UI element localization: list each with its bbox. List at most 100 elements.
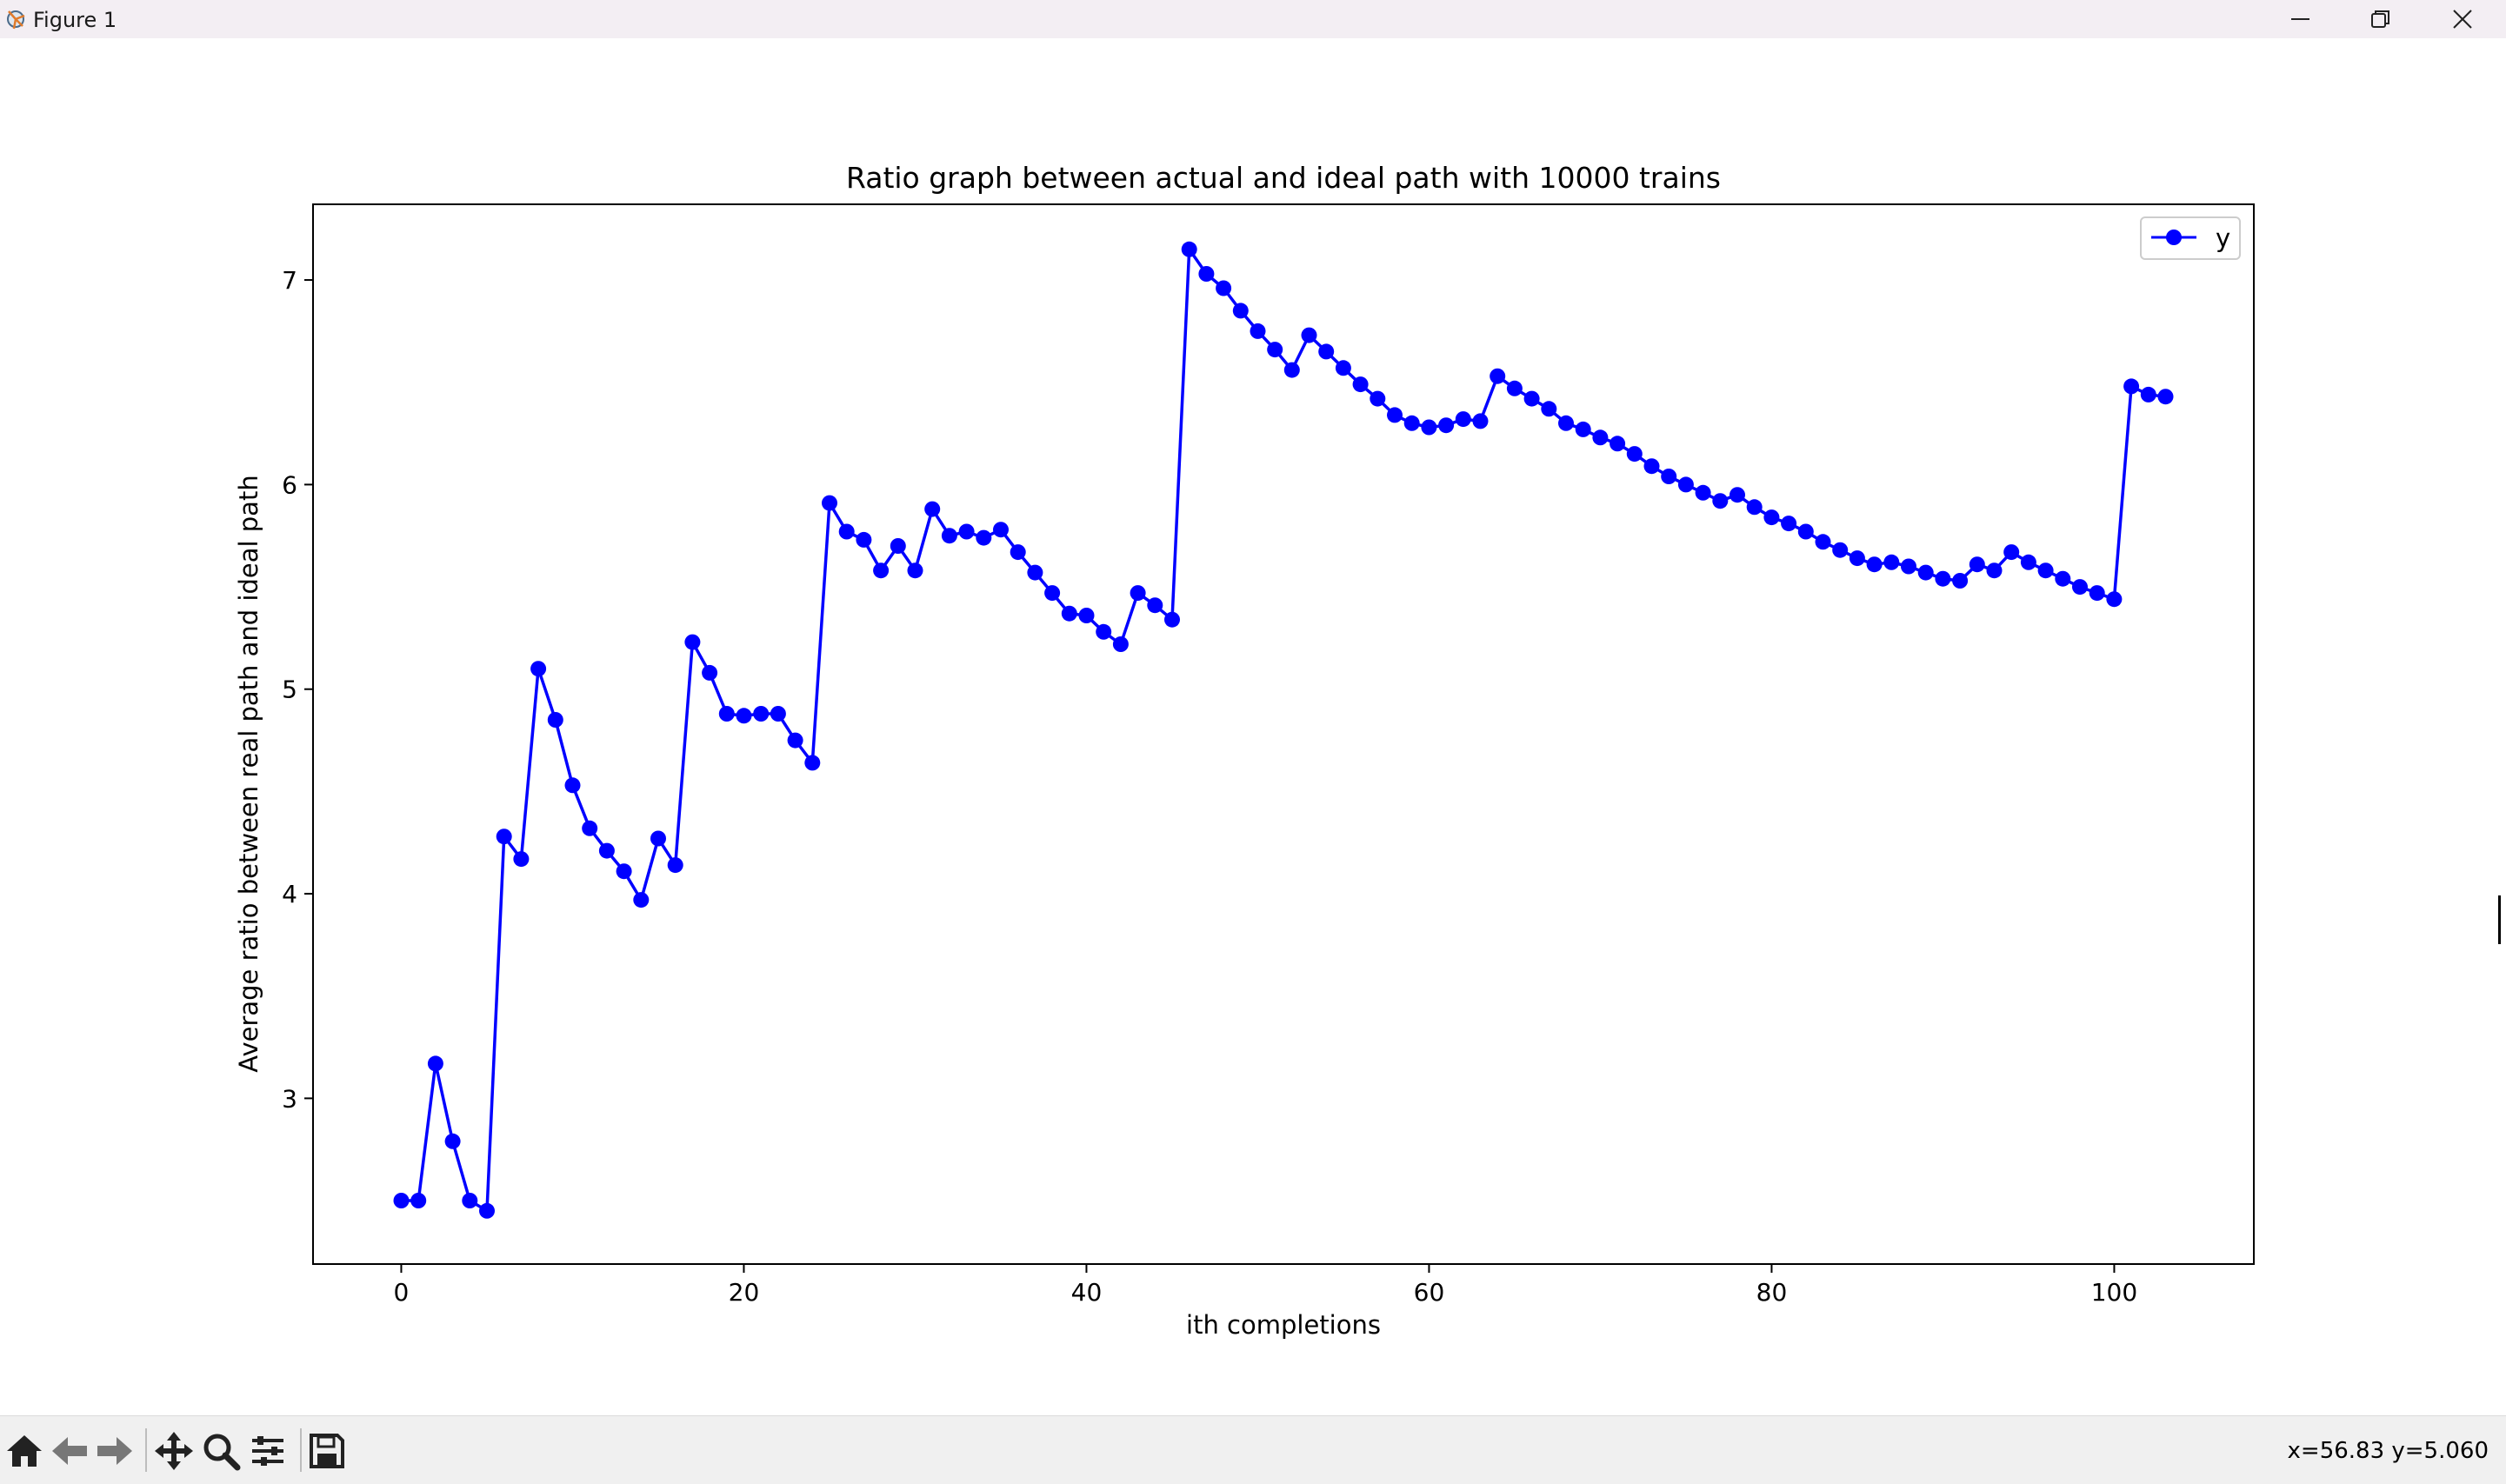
y-tick-label: 4 (282, 880, 297, 908)
legend: y (2140, 216, 2241, 260)
series-line (401, 248, 2166, 1213)
y-axis-label: Average ratio between real path and idea… (234, 475, 263, 1072)
pan-button[interactable] (153, 1430, 195, 1472)
data-point (1643, 458, 1660, 475)
home-icon (7, 1435, 42, 1467)
series-layer (393, 241, 2174, 1219)
data-point (1078, 608, 1095, 623)
data-point (1917, 564, 1934, 581)
forward-button[interactable] (94, 1430, 136, 1472)
axes-frame (312, 203, 2255, 1265)
data-point (479, 1202, 495, 1219)
window-titlebar: Figure 1 (0, 0, 2506, 38)
y-ticks: 3 4 5 6 7 (282, 266, 313, 1113)
data-point (2140, 386, 2156, 403)
data-point (718, 706, 735, 722)
home-button[interactable] (3, 1430, 45, 1472)
figure-canvas[interactable]: Ratio graph between actual and ideal pat… (0, 38, 2506, 1415)
back-arrow-icon (52, 1437, 87, 1465)
data-point (1335, 360, 1351, 376)
data-point (1815, 534, 1831, 550)
data-point (1044, 585, 1061, 602)
data-point (736, 708, 752, 724)
data-point (530, 661, 547, 677)
save-icon (310, 1434, 344, 1468)
data-point (1969, 556, 1985, 573)
data-point (1592, 429, 1609, 446)
zoom-icon (203, 1434, 241, 1471)
data-point (1421, 419, 1437, 436)
y-tick-label: 6 (282, 470, 297, 499)
data-point (1506, 380, 1523, 396)
x-tick-label: 60 (1414, 1278, 1445, 1307)
data-point (1403, 415, 1420, 431)
data-point (1849, 550, 1865, 567)
data-point (427, 1055, 443, 1072)
data-point (444, 1133, 461, 1149)
data-point (1541, 401, 1557, 417)
data-point (1626, 446, 1643, 463)
x-tick-label: 100 (2091, 1278, 2137, 1307)
data-point (684, 634, 701, 650)
data-point (393, 1193, 410, 1208)
restore-button[interactable] (2341, 0, 2421, 38)
y-tick-label: 5 (282, 675, 297, 704)
data-point (410, 1193, 427, 1208)
data-point (564, 777, 581, 794)
data-point (1112, 636, 1129, 652)
data-point (1267, 342, 1283, 358)
data-point (1010, 544, 1026, 561)
cursor-coordinates: x=56.83 y=5.060 (2287, 1438, 2489, 1464)
configure-subplots-button[interactable] (247, 1430, 289, 1472)
y-tick-label: 3 (282, 1084, 297, 1113)
data-point (1387, 407, 1403, 423)
close-button[interactable] (2423, 0, 2503, 38)
forward-arrow-icon (97, 1437, 132, 1465)
data-point (1455, 411, 1471, 428)
data-point (1883, 554, 1900, 570)
data-point (1027, 564, 1043, 581)
data-point (2003, 544, 2020, 561)
pan-icon (155, 1432, 193, 1470)
data-point (2055, 570, 2071, 587)
restore-icon (2371, 10, 2389, 28)
data-point (753, 706, 770, 722)
data-point (1952, 573, 1969, 589)
data-point (924, 501, 941, 517)
data-point (890, 538, 906, 554)
save-button[interactable] (306, 1430, 348, 1472)
x-tick-label: 80 (1756, 1278, 1788, 1307)
data-point (993, 522, 1009, 538)
data-point (1661, 469, 1677, 484)
y-tick-label: 7 (282, 266, 297, 295)
x-ticks: 0 20 40 60 80 100 (394, 1264, 2137, 1307)
data-point (907, 562, 923, 579)
legend-label: y (2216, 223, 2230, 253)
data-point (582, 820, 598, 836)
zoom-button[interactable] (200, 1430, 242, 1472)
minimize-icon (2291, 18, 2309, 20)
data-point (598, 842, 615, 859)
back-button[interactable] (49, 1430, 90, 1472)
navigation-toolbar: x=56.83 y=5.060 (0, 1415, 2506, 1484)
data-point (1695, 484, 1711, 501)
data-point (1283, 362, 1300, 378)
data-point (1781, 516, 1797, 532)
data-point (633, 892, 650, 908)
close-icon (2453, 10, 2472, 29)
data-point (770, 706, 786, 722)
data-point (1147, 597, 1163, 614)
data-point (513, 851, 530, 868)
window-title: Figure 1 (33, 8, 117, 32)
data-point (2072, 579, 2088, 596)
toolbar-separator (145, 1428, 147, 1472)
data-point (1250, 323, 1266, 339)
data-point (1232, 303, 1249, 319)
data-point (1986, 562, 2003, 579)
data-point (496, 829, 512, 845)
data-point (2157, 389, 2174, 405)
data-point (2020, 554, 2036, 570)
minimize-button[interactable] (2261, 0, 2341, 38)
data-point (1832, 542, 1849, 558)
legend-marker (2166, 230, 2182, 245)
